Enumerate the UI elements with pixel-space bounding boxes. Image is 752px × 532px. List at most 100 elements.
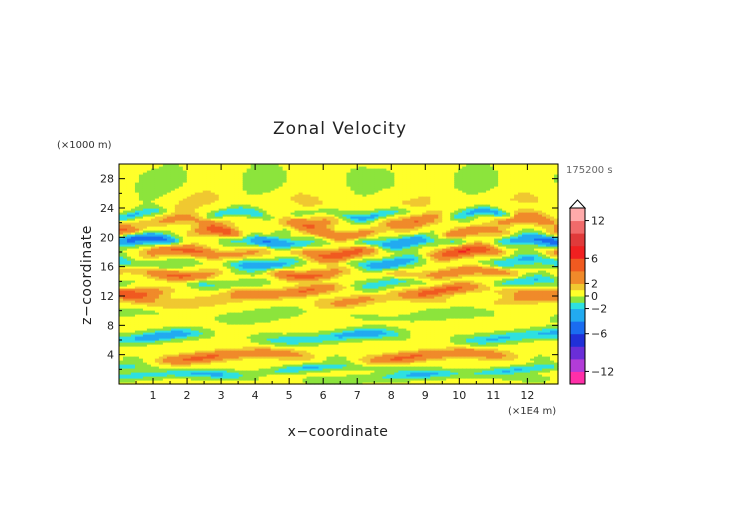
field-cell bbox=[178, 294, 184, 297]
field-cell bbox=[206, 250, 212, 253]
field-cell bbox=[178, 368, 184, 371]
field-cell bbox=[122, 364, 128, 367]
field-cell bbox=[226, 322, 232, 325]
field-cell bbox=[178, 244, 184, 247]
field-cell bbox=[142, 296, 148, 299]
field-cell bbox=[206, 198, 212, 201]
field-cell bbox=[182, 214, 188, 217]
field-cell bbox=[142, 252, 148, 255]
field-cell bbox=[262, 218, 268, 221]
field-cell bbox=[194, 230, 200, 233]
field-cell bbox=[134, 300, 140, 303]
field-cell bbox=[246, 300, 252, 303]
field-cell bbox=[178, 348, 184, 351]
field-cell bbox=[174, 210, 180, 213]
field-cell bbox=[138, 292, 144, 295]
field-cell bbox=[158, 292, 164, 295]
field-cell bbox=[194, 264, 200, 267]
field-cell bbox=[158, 382, 164, 385]
field-cell bbox=[126, 250, 132, 253]
field-cell bbox=[274, 270, 280, 273]
field-cell bbox=[194, 196, 200, 199]
field-cell bbox=[290, 304, 296, 307]
field-cell bbox=[119, 172, 124, 175]
field-cell bbox=[206, 234, 212, 237]
field-cell bbox=[174, 216, 180, 219]
field-cell bbox=[230, 268, 236, 271]
field-cell bbox=[146, 316, 152, 319]
field-cell bbox=[222, 308, 228, 311]
field-cell bbox=[198, 268, 204, 271]
field-cell bbox=[186, 230, 192, 233]
field-cell bbox=[230, 220, 236, 223]
field-cell bbox=[146, 194, 152, 197]
field-cell bbox=[119, 214, 124, 217]
field-cell bbox=[190, 234, 196, 237]
field-cell bbox=[166, 374, 172, 377]
field-cell bbox=[286, 342, 292, 345]
field-cell bbox=[134, 260, 140, 263]
field-cell bbox=[130, 346, 136, 349]
field-cell bbox=[138, 230, 144, 233]
field-cell bbox=[214, 298, 220, 301]
field-cell bbox=[134, 332, 140, 335]
field-cell bbox=[158, 196, 164, 199]
field-cell bbox=[278, 164, 284, 167]
field-cell bbox=[198, 284, 204, 287]
field-cell bbox=[194, 306, 200, 309]
field-cell bbox=[154, 244, 160, 247]
field-cell bbox=[282, 206, 288, 209]
field-cell bbox=[294, 242, 300, 245]
field-cell bbox=[278, 230, 284, 233]
field-cell bbox=[134, 178, 140, 181]
field-cell bbox=[146, 192, 152, 195]
field-cell bbox=[182, 208, 188, 211]
field-cell bbox=[119, 312, 124, 315]
field-cell bbox=[234, 366, 240, 369]
field-cell bbox=[274, 334, 280, 337]
field-cell bbox=[166, 176, 172, 179]
field-cell bbox=[242, 226, 248, 229]
field-cell bbox=[190, 194, 196, 197]
field-cell bbox=[158, 380, 164, 383]
field-cell bbox=[186, 348, 192, 351]
field-cell bbox=[182, 210, 188, 213]
field-cell bbox=[162, 258, 168, 261]
field-cell bbox=[142, 326, 148, 329]
field-cell bbox=[234, 210, 240, 213]
field-cell bbox=[126, 382, 132, 385]
field-cell bbox=[254, 178, 260, 181]
field-cell bbox=[242, 192, 248, 195]
field-cell bbox=[214, 190, 220, 193]
field-cell bbox=[262, 178, 268, 181]
field-cell bbox=[194, 336, 200, 339]
field-cell bbox=[238, 188, 244, 191]
field-cell bbox=[210, 236, 216, 239]
field-cell bbox=[290, 328, 296, 331]
field-cell bbox=[254, 240, 260, 243]
field-cell bbox=[274, 182, 280, 185]
field-cell bbox=[190, 360, 196, 363]
field-cell bbox=[178, 182, 184, 185]
field-cell bbox=[246, 188, 252, 191]
field-cell bbox=[230, 246, 236, 249]
field-cell bbox=[214, 376, 220, 379]
field-cell bbox=[170, 168, 176, 171]
field-cell bbox=[130, 332, 136, 335]
field-cell bbox=[119, 320, 124, 323]
field-cell bbox=[250, 258, 256, 261]
field-cell bbox=[162, 348, 168, 351]
field-cell bbox=[166, 352, 172, 355]
field-cell bbox=[154, 348, 160, 351]
field-cell bbox=[210, 374, 216, 377]
field-cell bbox=[134, 236, 140, 239]
field-cell bbox=[150, 364, 156, 367]
field-cell bbox=[138, 212, 144, 215]
field-cell bbox=[122, 252, 128, 255]
field-cell bbox=[194, 178, 200, 181]
field-cell bbox=[162, 270, 168, 273]
field-cell bbox=[270, 284, 276, 287]
field-cell bbox=[126, 182, 132, 185]
field-cell bbox=[226, 342, 232, 345]
field-cell bbox=[222, 352, 228, 355]
